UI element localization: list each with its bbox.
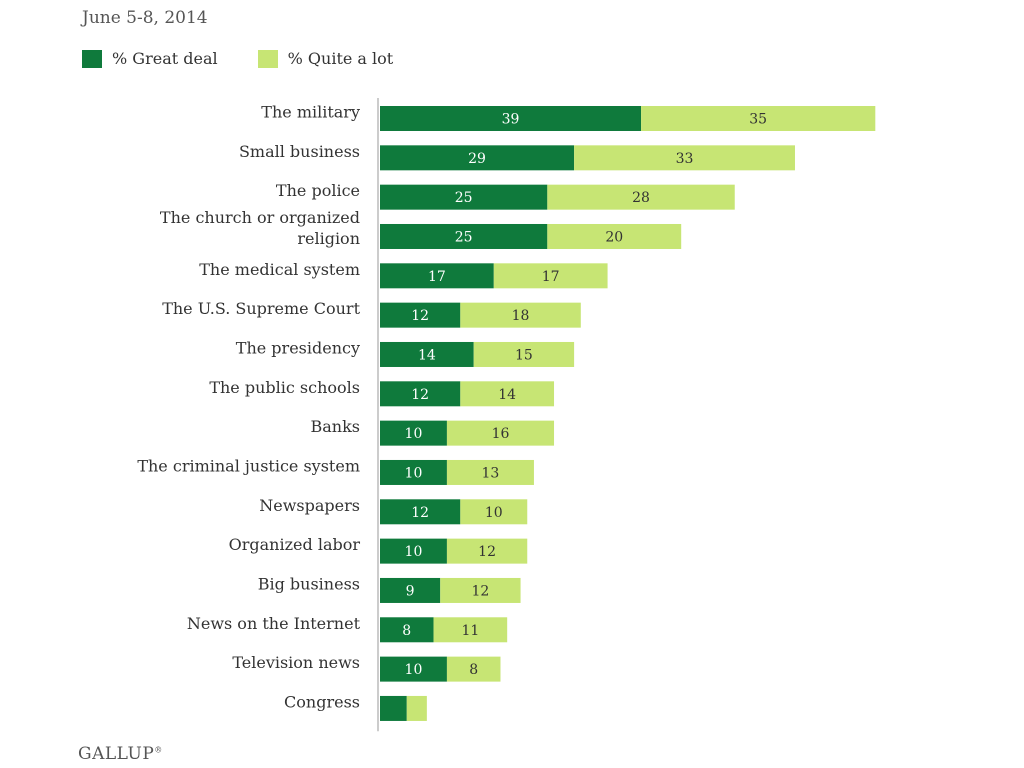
- category-label: Organized labor: [229, 535, 361, 554]
- value-label-great-deal: 10: [405, 465, 423, 481]
- bar-great-deal: [380, 695, 407, 721]
- value-label-quite-a-lot: 14: [498, 387, 516, 403]
- value-label-quite-a-lot: 35: [749, 112, 767, 128]
- value-label-quite-a-lot: 20: [605, 229, 623, 245]
- legend-swatch-quite-a-lot: [257, 49, 278, 68]
- value-label-quite-a-lot: 17: [542, 269, 560, 285]
- bar-great-deal: [380, 499, 461, 525]
- bar-quite-a-lot: [547, 184, 735, 210]
- value-label-quite-a-lot: 28: [632, 190, 650, 206]
- category-label: Small business: [239, 142, 360, 161]
- value-label-quite-a-lot: 12: [478, 544, 496, 560]
- bar-great-deal: [380, 420, 447, 446]
- bar-great-deal: [380, 106, 642, 131]
- bar-quite-a-lot: [440, 577, 521, 603]
- value-label-great-deal: 10: [405, 544, 423, 560]
- bar-quite-a-lot: [473, 341, 575, 367]
- bar-quite-a-lot: [460, 381, 555, 407]
- bar-great-deal: [380, 538, 447, 564]
- bar-great-deal: [380, 184, 548, 210]
- value-label-quite-a-lot: 13: [482, 465, 500, 481]
- category-label: The medical system: [199, 260, 360, 279]
- bar-quite-a-lot: [446, 420, 555, 446]
- value-label-quite-a-lot: 33: [676, 151, 694, 167]
- category-label: The presidency: [236, 338, 360, 357]
- bar-great-deal: [380, 617, 434, 643]
- bar-quite-a-lot: [641, 106, 876, 131]
- value-label-great-deal: 12: [411, 505, 429, 521]
- value-label-great-deal: 8: [402, 623, 411, 639]
- legend-entry-great-deal: % Great deal: [82, 49, 218, 68]
- bar-great-deal: [380, 381, 461, 407]
- bar-quite-a-lot: [406, 695, 427, 721]
- value-label-great-deal: 17: [428, 269, 446, 285]
- value-label-great-deal: 10: [405, 662, 423, 678]
- gallup-logo: GALLUP®: [78, 744, 163, 764]
- stacked-bar-chart: The military 39 35 Small business 29 33 The po…: [137, 98, 876, 732]
- value-label-quite-a-lot: 8: [469, 662, 478, 678]
- bar-quite-a-lot: [493, 263, 608, 289]
- value-label-quite-a-lot: 12: [471, 583, 489, 599]
- value-label-great-deal: 14: [418, 347, 436, 363]
- category-label: News on the Internet: [187, 614, 361, 633]
- legend-swatch-great-deal: [82, 49, 102, 68]
- legend-label-great-deal: % Great deal: [112, 49, 218, 68]
- value-label-quite-a-lot: 18: [512, 308, 530, 324]
- value-label-quite-a-lot: 11: [461, 623, 479, 639]
- bar-quite-a-lot: [433, 617, 508, 643]
- value-label-great-deal: 25: [455, 190, 473, 206]
- category-label: The church or organized religion: [160, 208, 360, 248]
- category-label: The public schools: [209, 378, 360, 397]
- chart-legend: % Great deal % Quite a lot: [82, 49, 433, 68]
- bar-great-deal: [380, 341, 474, 367]
- bar-great-deal: [380, 459, 447, 485]
- bar-great-deal: [380, 145, 575, 171]
- bar-quite-a-lot: [446, 656, 501, 682]
- category-label: The police: [276, 181, 360, 200]
- category-label: The U.S. Supreme Court: [162, 299, 360, 318]
- legend-entry-quite-a-lot: % Quite a lot: [257, 49, 394, 68]
- value-label-great-deal: 9: [406, 583, 415, 599]
- bar-quite-a-lot: [446, 538, 528, 564]
- bar-quite-a-lot: [574, 145, 795, 171]
- bar-great-deal: [380, 577, 441, 603]
- bar-great-deal: [380, 302, 461, 328]
- value-label-great-deal: 29: [468, 151, 486, 167]
- value-label-quite-a-lot: 10: [485, 505, 503, 521]
- category-label: Newspapers: [259, 496, 360, 515]
- category-label: Banks: [310, 417, 360, 436]
- bar-great-deal: [380, 223, 548, 249]
- value-label-great-deal: 12: [411, 308, 429, 324]
- category-label: The military: [261, 103, 360, 122]
- bar-quite-a-lot: [547, 223, 682, 249]
- category-label: Big business: [258, 574, 360, 593]
- category-label: Congress: [284, 692, 360, 711]
- legend-label-quite-a-lot: % Quite a lot: [287, 49, 394, 68]
- bar-quite-a-lot: [460, 499, 528, 525]
- brand-mark: ®: [154, 745, 163, 755]
- bar-great-deal: [380, 656, 447, 682]
- value-label-great-deal: 39: [502, 112, 520, 128]
- chart-subtitle: June 5-8, 2014: [82, 8, 208, 28]
- category-label: Television news: [232, 653, 360, 672]
- value-label-quite-a-lot: 15: [515, 347, 533, 363]
- value-label-great-deal: 10: [405, 426, 423, 442]
- brand-name: GALLUP: [78, 744, 155, 764]
- value-label-quite-a-lot: 16: [492, 426, 510, 442]
- value-label-great-deal: 12: [411, 387, 429, 403]
- bar-quite-a-lot: [460, 302, 581, 328]
- value-label-great-deal: 25: [455, 229, 473, 245]
- bar-quite-a-lot: [446, 459, 534, 485]
- category-label: The criminal justice system: [137, 456, 360, 475]
- bar-great-deal: [380, 263, 494, 289]
